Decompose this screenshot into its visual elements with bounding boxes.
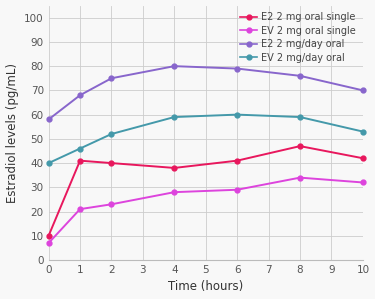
EV 2 mg/day oral	[235, 113, 239, 116]
EV 2 mg/day oral	[46, 161, 51, 165]
Line: E2 2 mg/day oral: E2 2 mg/day oral	[46, 64, 365, 122]
E2 2 mg oral single	[235, 159, 239, 162]
E2 2 mg/day oral	[235, 67, 239, 70]
Legend: E2 2 mg oral single, EV 2 mg oral single, E2 2 mg/day oral, EV 2 mg/day oral: E2 2 mg oral single, EV 2 mg oral single…	[238, 10, 358, 65]
X-axis label: Time (hours): Time (hours)	[168, 280, 243, 293]
EV 2 mg/day oral	[172, 115, 177, 119]
EV 2 mg/day oral	[109, 132, 114, 136]
E2 2 mg/day oral	[172, 64, 177, 68]
EV 2 mg oral single	[235, 188, 239, 192]
EV 2 mg oral single	[298, 176, 302, 179]
Line: E2 2 mg oral single: E2 2 mg oral single	[46, 144, 365, 238]
E2 2 mg/day oral	[109, 77, 114, 80]
EV 2 mg/day oral	[78, 147, 82, 150]
Line: EV 2 mg oral single: EV 2 mg oral single	[46, 175, 365, 245]
E2 2 mg oral single	[361, 156, 365, 160]
E2 2 mg oral single	[46, 234, 51, 238]
EV 2 mg oral single	[361, 181, 365, 184]
E2 2 mg/day oral	[361, 89, 365, 92]
E2 2 mg oral single	[298, 144, 302, 148]
EV 2 mg oral single	[172, 190, 177, 194]
EV 2 mg oral single	[109, 202, 114, 206]
E2 2 mg/day oral	[298, 74, 302, 78]
Y-axis label: Estradiol levels (pg/mL): Estradiol levels (pg/mL)	[6, 63, 18, 203]
E2 2 mg/day oral	[46, 118, 51, 121]
EV 2 mg/day oral	[298, 115, 302, 119]
E2 2 mg oral single	[172, 166, 177, 170]
EV 2 mg oral single	[78, 207, 82, 211]
Line: EV 2 mg/day oral: EV 2 mg/day oral	[46, 112, 365, 166]
EV 2 mg oral single	[46, 241, 51, 245]
E2 2 mg/day oral	[78, 93, 82, 97]
EV 2 mg/day oral	[361, 130, 365, 133]
E2 2 mg oral single	[109, 161, 114, 165]
E2 2 mg oral single	[78, 159, 82, 162]
